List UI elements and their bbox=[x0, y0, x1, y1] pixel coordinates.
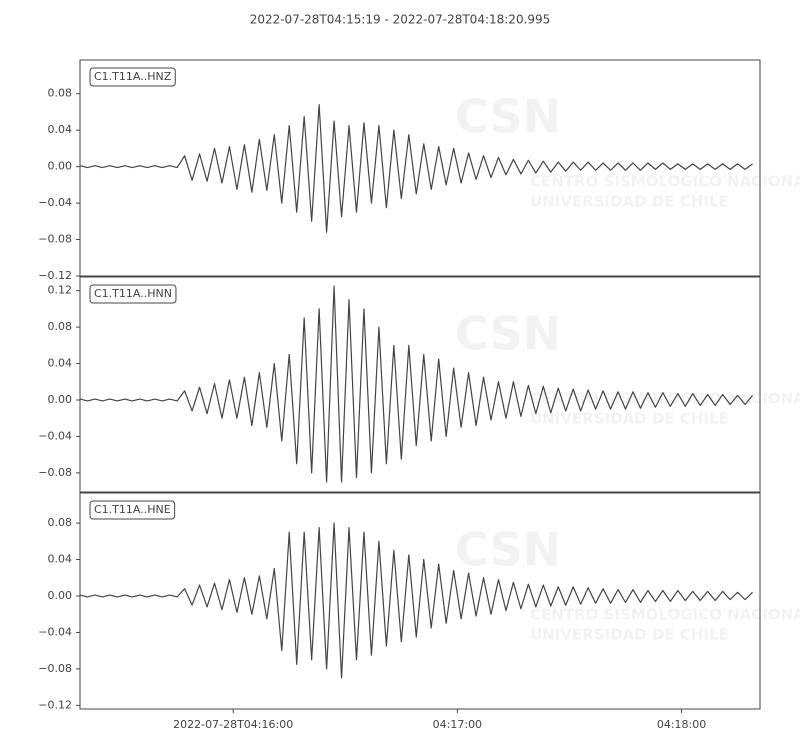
y-tick-label: −0.08 bbox=[38, 466, 72, 479]
y-tick-label: −0.12 bbox=[38, 698, 72, 711]
x-tick-label: 2022-07-28T04:16:00 bbox=[173, 718, 293, 731]
y-tick-label: −0.08 bbox=[38, 233, 72, 246]
y-tick-label: −0.04 bbox=[38, 429, 72, 442]
y-tick-label: −0.04 bbox=[38, 196, 72, 209]
y-tick-label: 0.00 bbox=[48, 393, 73, 406]
y-tick-label: 0.04 bbox=[48, 357, 73, 370]
x-tick-label: 04:18:00 bbox=[657, 718, 706, 731]
y-tick-label: 0.04 bbox=[48, 553, 73, 566]
watermark-text: CENTRO SISMOLOGICO NACIONAL bbox=[530, 606, 800, 624]
plot-frame bbox=[79, 492, 761, 710]
y-tick-label: 0.08 bbox=[48, 516, 73, 529]
chart-title: 2022-07-28T04:15:19 - 2022-07-28T04:18:2… bbox=[250, 13, 551, 27]
trace-label: C1.T11A..HNZ bbox=[94, 70, 172, 83]
trace-label: C1.T11A..HNN bbox=[94, 287, 172, 300]
y-tick-label: −0.04 bbox=[38, 625, 72, 638]
watermark-logo: CSN bbox=[455, 90, 561, 144]
watermark-logo: CSN bbox=[455, 307, 561, 361]
plot-frame bbox=[79, 59, 761, 277]
watermark-text: CENTRO SISMOLOGICO NACIONAL bbox=[530, 173, 800, 191]
watermark-logo: CSN bbox=[455, 523, 561, 577]
x-tick-label: 04:17:00 bbox=[433, 718, 482, 731]
y-tick-label: 0.00 bbox=[48, 160, 73, 173]
y-tick-label: 0.04 bbox=[48, 123, 73, 136]
y-tick-label: 0.12 bbox=[48, 284, 73, 297]
waveform bbox=[79, 285, 754, 483]
y-tick-label: 0.00 bbox=[48, 589, 73, 602]
waveform bbox=[79, 522, 753, 679]
plot-frame bbox=[79, 276, 761, 493]
watermark-text: UNIVERSIDAD DE CHILE bbox=[530, 626, 729, 644]
y-tick-label: 0.08 bbox=[48, 87, 73, 100]
trace-label-box bbox=[89, 284, 177, 304]
watermark-text: UNIVERSIDAD DE CHILE bbox=[530, 410, 729, 428]
watermark-text: UNIVERSIDAD DE CHILE bbox=[530, 193, 729, 211]
y-tick-label: −0.08 bbox=[38, 662, 72, 675]
trace-label-box bbox=[89, 67, 176, 87]
trace-label-box bbox=[89, 500, 176, 520]
y-tick-label: −0.12 bbox=[38, 269, 72, 282]
y-tick-label: 0.08 bbox=[48, 320, 73, 333]
trace-label: C1.T11A..HNE bbox=[94, 503, 171, 516]
waveform bbox=[79, 104, 753, 233]
